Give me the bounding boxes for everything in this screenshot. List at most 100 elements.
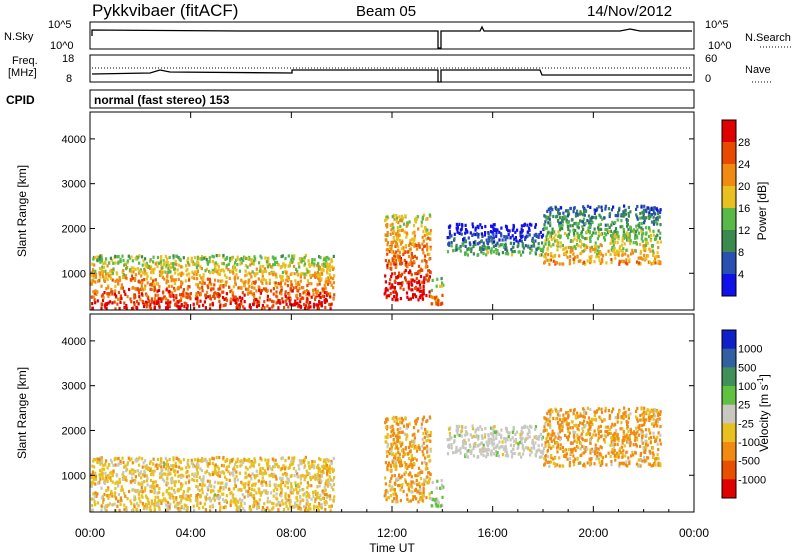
velocity-cell [224, 459, 227, 463]
velocity-cell [306, 501, 309, 505]
power-cell [207, 286, 210, 290]
power-cell [425, 263, 428, 267]
velocity-cell [165, 508, 168, 512]
velocity-cell [166, 475, 169, 479]
power-cell [456, 230, 459, 234]
power-cell [299, 279, 302, 283]
velocity-cell [189, 499, 192, 503]
velocity-cell [254, 482, 257, 486]
power-cell [631, 229, 634, 233]
power-cell [618, 262, 621, 266]
velocity-cell [490, 450, 493, 454]
power-cell [279, 284, 282, 288]
power-cell [107, 274, 111, 278]
power-cell [105, 287, 108, 291]
velocity-cell [500, 428, 503, 432]
power-cell [630, 252, 633, 256]
velocity-cell [281, 499, 284, 503]
power-cell [403, 230, 406, 234]
power-cell [98, 255, 101, 259]
power-cell [197, 291, 200, 295]
velocity-cell [402, 424, 406, 428]
power-cell [397, 248, 400, 253]
velocity-cell [141, 465, 144, 469]
velocity-cell [141, 473, 144, 477]
velocity-cell [541, 443, 544, 447]
velocity-cell [399, 499, 402, 503]
velocity-cell [285, 473, 288, 477]
power-cell [236, 263, 239, 267]
power-cell [177, 277, 180, 281]
velocity-cell [393, 473, 396, 478]
power-cell [286, 284, 290, 288]
power-cell [524, 237, 527, 241]
velocity-cell [419, 470, 422, 475]
power-cell [641, 233, 644, 237]
velocity-cell [582, 410, 586, 414]
velocity-cell [150, 472, 153, 477]
power-cell [388, 250, 391, 254]
power-cell [624, 212, 627, 216]
power-cell [659, 223, 662, 227]
power-cell [262, 287, 266, 291]
power-cell [402, 249, 405, 253]
velocity-cell [196, 479, 199, 483]
velocity-cell [302, 493, 305, 497]
velocity-cell [117, 463, 120, 467]
power-cell [577, 235, 580, 239]
power-cell [621, 239, 624, 243]
power-cell [244, 264, 247, 268]
velocity-cell [316, 505, 319, 509]
power-cell [496, 241, 499, 245]
power-cell [158, 305, 161, 309]
power-cell [133, 295, 136, 299]
velocity-cell [167, 486, 171, 490]
power-cell [462, 238, 465, 242]
power-cell [320, 271, 324, 275]
velocity-cell [409, 471, 412, 475]
velocity-cell [127, 456, 130, 460]
power-cell [543, 223, 546, 227]
velocity-cell [259, 491, 262, 495]
power-cell [524, 244, 527, 248]
power-cell [591, 220, 594, 225]
velocity-cell [235, 470, 238, 474]
cpid-text: normal (fast stereo) 153 [94, 93, 230, 107]
velocity-cell [125, 469, 128, 473]
velocity-cell [236, 465, 239, 469]
velocity-cell [229, 458, 232, 462]
power-cell [431, 278, 434, 282]
velocity-cell [466, 450, 469, 454]
power-cell [461, 223, 464, 227]
power-cell [553, 239, 557, 243]
power-cell [498, 230, 501, 234]
power-cell [263, 267, 266, 271]
power-cell [100, 284, 103, 288]
power-cell [413, 237, 416, 241]
power-cell [288, 292, 291, 296]
velocity-cell [642, 434, 645, 438]
power-cell [138, 280, 141, 284]
velocity-cell [581, 444, 584, 449]
power-cell [627, 239, 630, 243]
velocity-cell [129, 480, 132, 484]
velocity-cell [153, 487, 156, 491]
velocity-cell [251, 483, 254, 488]
power-cell [263, 306, 266, 310]
power-cell [641, 216, 644, 220]
power-cell [156, 264, 159, 269]
velocity-cell [415, 449, 419, 453]
power-cell [408, 243, 411, 247]
power-cell [400, 247, 403, 251]
velocity-cell [232, 473, 235, 477]
power-cell [550, 252, 553, 256]
power-cell [242, 305, 245, 309]
power-cell [279, 291, 282, 295]
velocity-cell [408, 450, 411, 454]
power-cell [425, 237, 428, 241]
power-cell [482, 241, 485, 245]
power-cell [167, 266, 170, 270]
velocity-cell [319, 497, 322, 501]
velocity-cell [100, 456, 103, 460]
velocity-cell [292, 488, 295, 492]
